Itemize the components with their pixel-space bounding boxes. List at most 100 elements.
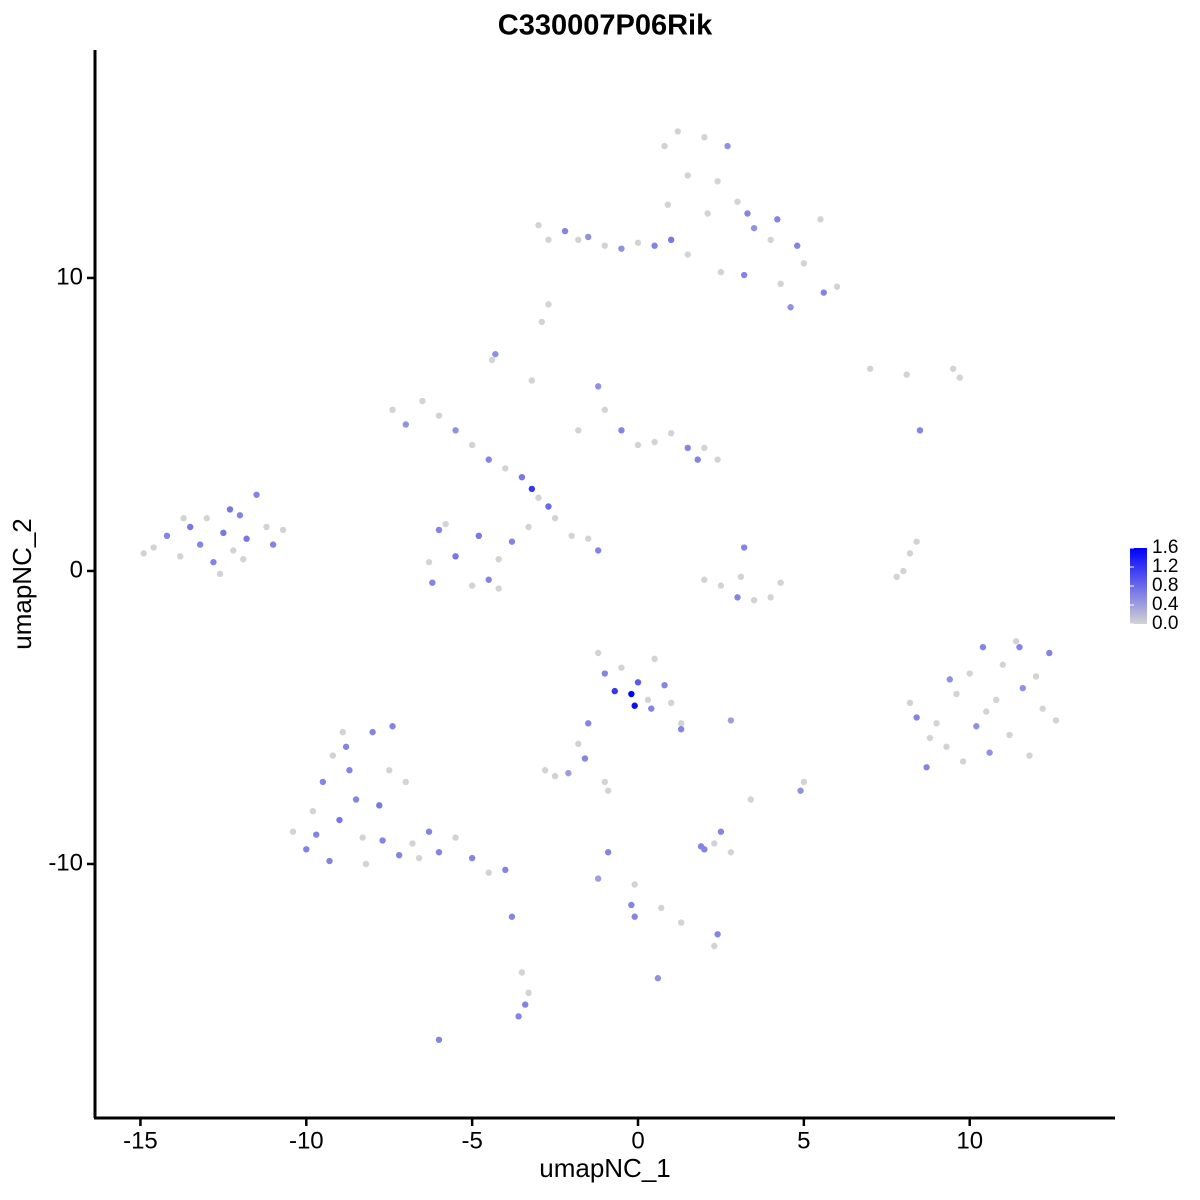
- x-tick-label: -5: [461, 1127, 482, 1154]
- cell-point: [279, 526, 287, 534]
- cell-point: [1019, 684, 1026, 692]
- cell-point: [243, 535, 250, 542]
- cell-point: [468, 854, 476, 862]
- colorbar-tick-label: 0.8: [1152, 575, 1178, 596]
- cell-point: [737, 573, 745, 581]
- cell-point: [435, 526, 443, 534]
- cell-point: [949, 365, 957, 372]
- y-tick-label: -10: [48, 849, 83, 876]
- cell-point: [711, 942, 718, 950]
- cell-point: [226, 506, 234, 513]
- cell-point: [561, 227, 569, 235]
- cell-point: [648, 705, 655, 712]
- cell-point: [677, 919, 685, 926]
- cell-point: [787, 304, 794, 311]
- cell-point: [595, 875, 602, 882]
- colorbar-tick-label: 1.6: [1152, 537, 1178, 558]
- cell-point: [177, 553, 184, 560]
- cell-point: [926, 734, 934, 742]
- cell-point: [734, 198, 741, 205]
- cell-point: [528, 485, 536, 493]
- cell-point: [522, 1001, 529, 1008]
- cell-point: [611, 687, 618, 695]
- x-tick-label: -10: [289, 1127, 324, 1154]
- cell-point: [604, 787, 612, 794]
- cell-point: [906, 550, 914, 557]
- cell-point: [541, 767, 549, 774]
- cell-point: [475, 532, 482, 540]
- cell-point: [701, 576, 708, 583]
- cell-point: [966, 670, 973, 677]
- cell-point: [435, 849, 443, 856]
- cell-point: [628, 901, 635, 909]
- cell-point: [362, 860, 370, 868]
- cell-point: [502, 866, 509, 874]
- cell-point: [585, 720, 592, 727]
- cell-point: [774, 216, 781, 223]
- cell-point: [767, 594, 774, 601]
- cell-point: [986, 749, 993, 756]
- cell-point: [585, 535, 592, 542]
- cell-point: [750, 224, 758, 232]
- cell-point: [601, 670, 609, 677]
- cell-point: [525, 989, 532, 997]
- cell-point: [492, 350, 499, 358]
- cell-point: [220, 529, 227, 537]
- cell-point: [180, 515, 187, 522]
- cell-point: [429, 579, 436, 586]
- cell-point: [631, 913, 638, 920]
- cell-point: [916, 427, 924, 434]
- cell-point: [435, 1036, 443, 1043]
- colorbar-tick-label: 0.0: [1152, 613, 1178, 634]
- cell-point: [979, 643, 987, 651]
- cell-point: [452, 553, 459, 560]
- cell-point: [727, 849, 735, 856]
- cell-point: [289, 828, 297, 835]
- cell-point: [817, 216, 824, 223]
- cell-point: [714, 178, 721, 185]
- cell-point: [508, 913, 516, 920]
- cell-point: [651, 655, 658, 663]
- cell-point: [346, 767, 353, 774]
- cell-point: [943, 743, 950, 750]
- cell-point: [651, 438, 658, 446]
- cell-point: [1039, 705, 1046, 712]
- cell-point: [442, 520, 449, 528]
- x-tick-label: 0: [631, 1127, 644, 1154]
- cell-point: [618, 427, 625, 434]
- cell-point: [993, 696, 1000, 704]
- cell-point: [913, 538, 920, 545]
- cell-point: [999, 661, 1007, 668]
- cell-point: [425, 558, 433, 566]
- cell-point: [667, 699, 675, 707]
- x-tick-label: 5: [797, 1127, 810, 1154]
- points: [140, 128, 1060, 1043]
- cell-point: [601, 778, 609, 786]
- cell-point: [303, 846, 310, 853]
- cell-point: [800, 260, 808, 267]
- cell-point: [210, 558, 217, 566]
- cell-point: [581, 755, 589, 762]
- cell-point: [601, 406, 609, 414]
- cell-point: [913, 714, 920, 721]
- cell-point: [495, 556, 502, 563]
- cell-point: [634, 239, 642, 246]
- cell-point: [744, 210, 751, 217]
- y-tick-label: 0: [70, 556, 83, 583]
- cell-point: [389, 406, 396, 414]
- cell-point: [750, 597, 758, 604]
- cell-point: [1052, 717, 1060, 724]
- cell-point: [654, 975, 662, 982]
- cell-point: [661, 142, 668, 150]
- cell-point: [515, 1013, 522, 1020]
- cell-point: [601, 242, 609, 249]
- cell-point: [903, 371, 910, 378]
- cell-point: [253, 491, 260, 498]
- cell-point: [674, 128, 682, 135]
- cell-point: [409, 840, 416, 847]
- cell-point: [313, 831, 320, 838]
- cell-point: [419, 397, 426, 405]
- cell-point: [747, 796, 754, 803]
- cell-point: [664, 201, 672, 208]
- cell-point: [585, 233, 592, 241]
